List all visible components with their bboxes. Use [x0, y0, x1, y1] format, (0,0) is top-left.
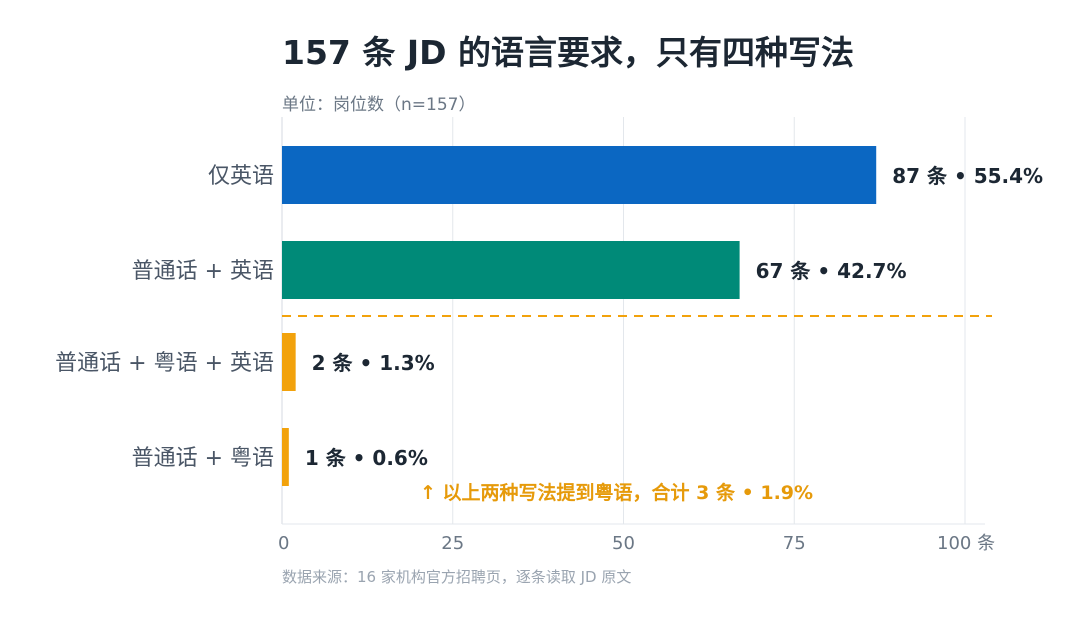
category-label: 仅英语 [208, 164, 274, 189]
bar [282, 241, 740, 299]
x-tick-label: 75 [783, 533, 806, 554]
value-label: 1 条 • 0.6% [305, 446, 428, 470]
chart-title: 157 条 JD 的语言要求，只有四种写法 [282, 33, 855, 72]
category-label: 普通话 + 粤语 + 英语 [55, 351, 274, 376]
value-label: 2 条 • 1.3% [312, 351, 435, 375]
bar [282, 146, 877, 204]
x-tick-label: 100 条 [937, 533, 995, 554]
bar [282, 428, 289, 486]
x-tick-label: 0 [278, 533, 289, 554]
value-label: 87 条 • 55.4% [892, 164, 1043, 188]
category-label: 普通话 + 英语 [132, 259, 274, 284]
chart-subtitle: 单位：岗位数（n=157） [282, 95, 476, 115]
bar [282, 333, 296, 391]
category-label: 普通话 + 粤语 [132, 446, 274, 471]
data-source-note: 数据来源：16 家机构官方招聘页，逐条读取 JD 原文 [282, 568, 632, 586]
x-tick-label: 50 [612, 533, 635, 554]
annotation: ↑ 以上两种写法提到粤语，合计 3 条 • 1.9% [420, 481, 813, 504]
x-tick-label: 25 [441, 533, 464, 554]
value-label: 67 条 • 42.7% [756, 259, 907, 283]
